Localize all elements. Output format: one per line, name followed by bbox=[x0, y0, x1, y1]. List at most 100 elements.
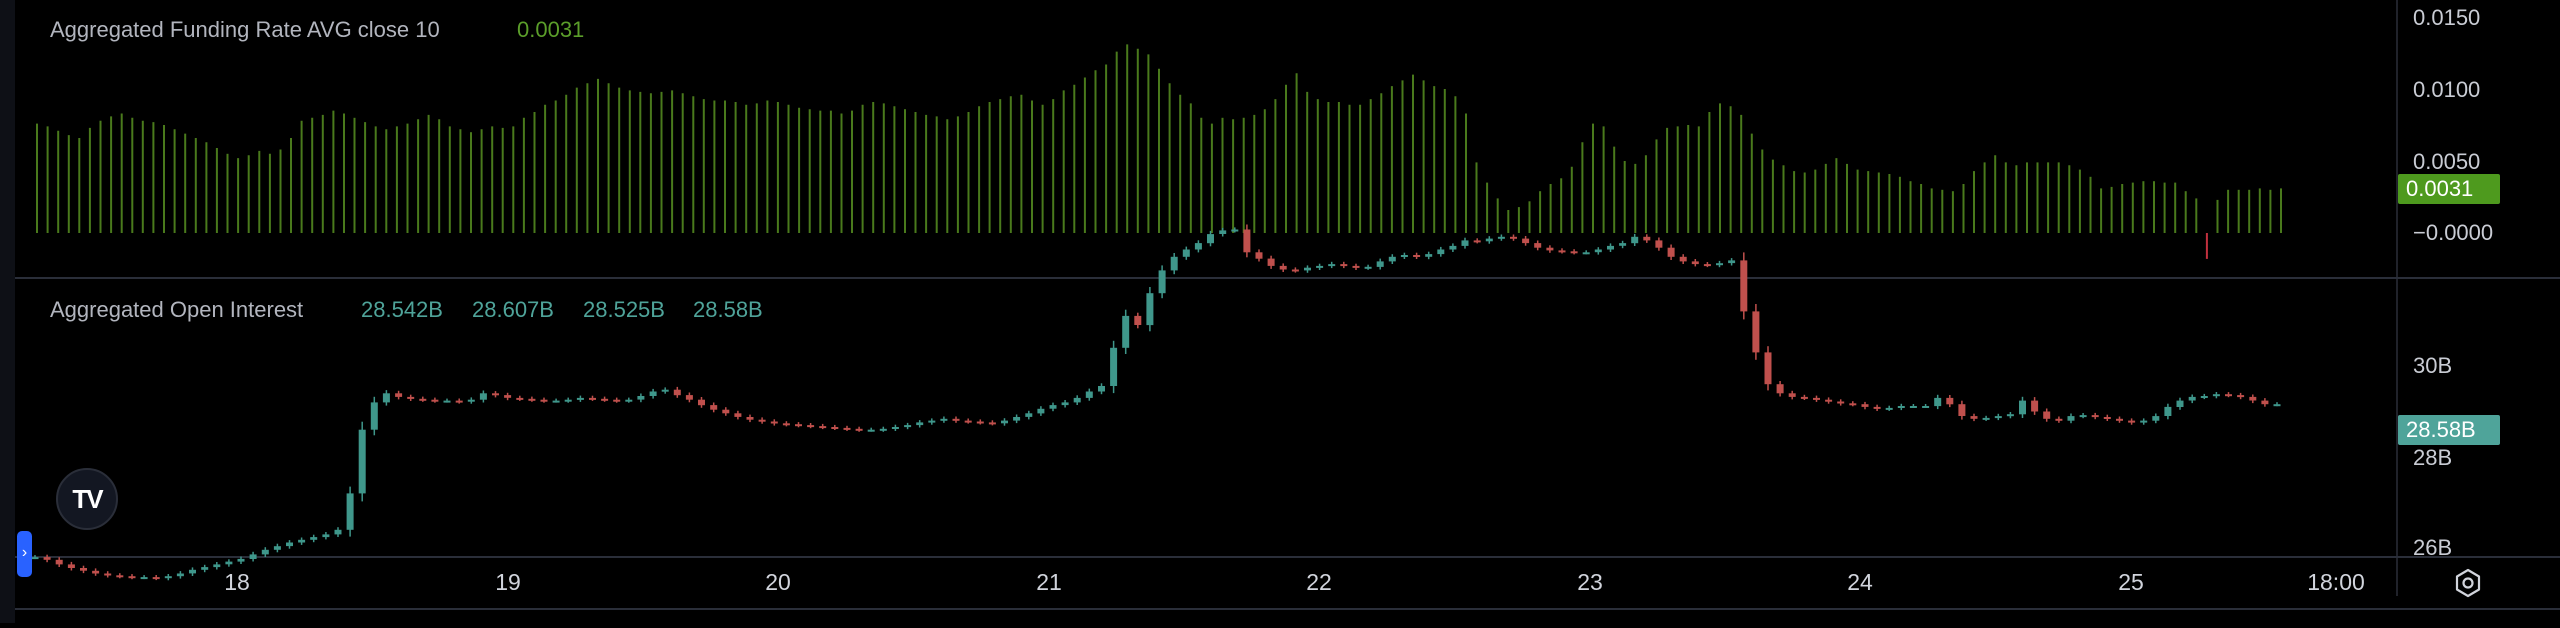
oi-candle bbox=[698, 399, 705, 406]
funding-tick-label: 0.0050 bbox=[2413, 149, 2481, 174]
oi-candle bbox=[1098, 386, 1105, 392]
oi-candle bbox=[637, 396, 645, 400]
oi-candle bbox=[988, 422, 996, 425]
oi-candle bbox=[807, 425, 815, 428]
oi-candle bbox=[1255, 252, 1263, 259]
chevron-right-icon[interactable]: › bbox=[17, 531, 32, 577]
oi-candle bbox=[1037, 408, 1045, 414]
oi-candle bbox=[1073, 397, 1081, 403]
oi-candle bbox=[758, 419, 766, 422]
oi-tick-label: 26B bbox=[2413, 535, 2453, 560]
oi-candle bbox=[1752, 311, 1760, 353]
oi-candle bbox=[116, 575, 124, 578]
oi-candle bbox=[492, 393, 499, 396]
oi-candle bbox=[1449, 245, 1457, 250]
oi-candle bbox=[1061, 402, 1069, 406]
oi-candle bbox=[2031, 400, 2039, 412]
oi-candle bbox=[2212, 394, 2220, 397]
oi-candle bbox=[1425, 254, 1433, 257]
oi-candle bbox=[1485, 238, 1493, 242]
funding-current-value: 0.0031 bbox=[517, 17, 585, 42]
oi-candle bbox=[916, 422, 924, 426]
oi-open-value: 28.542B bbox=[361, 297, 443, 322]
oi-candle bbox=[1122, 315, 1130, 348]
oi-candle bbox=[1849, 403, 1857, 406]
oi-candle bbox=[176, 573, 184, 577]
oi-candle bbox=[1110, 347, 1118, 386]
funding-tick-label: 0.0150 bbox=[2413, 5, 2481, 30]
time-tick-label: 18:00 bbox=[2307, 569, 2365, 595]
oi-candle bbox=[370, 402, 378, 430]
oi-candle bbox=[904, 425, 912, 428]
oi-candle bbox=[1970, 416, 1978, 419]
oi-candle bbox=[1522, 238, 1530, 244]
tradingview-logo-icon[interactable]: TV bbox=[56, 468, 118, 530]
oi-candle bbox=[1546, 247, 1554, 251]
oi-candle bbox=[1982, 417, 1990, 420]
oi-candle bbox=[1994, 416, 2002, 419]
oi-candle bbox=[382, 393, 390, 403]
oi-candle bbox=[1413, 255, 1421, 257]
oi-candle bbox=[1376, 261, 1384, 267]
funding-bars-group bbox=[36, 44, 2282, 259]
oi-candle bbox=[358, 429, 366, 494]
oi-candle bbox=[2103, 417, 2111, 419]
oi-candle bbox=[1909, 406, 1917, 408]
oi-candle bbox=[855, 428, 863, 431]
funding-tick-label: 0.0100 bbox=[2413, 77, 2481, 102]
oi-candle bbox=[673, 389, 681, 396]
oi-candle bbox=[2225, 394, 2232, 397]
oi-candle bbox=[2152, 416, 2160, 421]
oi-candle bbox=[782, 423, 790, 426]
oi-candle bbox=[1231, 229, 1239, 232]
oi-candle bbox=[795, 424, 802, 427]
gear-icon[interactable] bbox=[2452, 567, 2484, 599]
oi-tick-label: 30B bbox=[2413, 353, 2453, 378]
oi-candle bbox=[964, 420, 972, 423]
time-tick-label: 19 bbox=[495, 569, 521, 595]
funding-pane-title: Aggregated Funding Rate AVG close 10 bbox=[50, 17, 440, 42]
oi-candle bbox=[80, 568, 87, 571]
oi-candle bbox=[92, 570, 100, 574]
oi-candle bbox=[1764, 352, 1772, 385]
oi-candle bbox=[286, 542, 293, 547]
oi-candle bbox=[395, 393, 403, 397]
oi-candle bbox=[2200, 396, 2208, 398]
oi-candle bbox=[298, 539, 306, 543]
oi-candle bbox=[419, 398, 427, 401]
oi-candle bbox=[128, 576, 136, 579]
oi-candle bbox=[1558, 250, 1566, 253]
oi-candle bbox=[249, 554, 257, 559]
oi-candle bbox=[1800, 396, 1808, 399]
oi-candle bbox=[2116, 418, 2123, 421]
oi-candle bbox=[928, 420, 936, 423]
oi-candle bbox=[1279, 265, 1287, 270]
oi-candle bbox=[746, 417, 754, 420]
oi-candle bbox=[661, 389, 669, 392]
oi-candle bbox=[1667, 247, 1675, 257]
oi-candle bbox=[67, 564, 75, 568]
funding-tick-label: −0.0000 bbox=[2413, 220, 2494, 245]
oi-candle bbox=[1716, 263, 1723, 266]
oi-candle bbox=[1631, 236, 1639, 244]
oi-last-value-badge: 28.58B bbox=[2398, 415, 2500, 445]
oi-candle bbox=[1837, 401, 1845, 404]
oi-candle bbox=[1594, 249, 1602, 253]
oi-candle bbox=[940, 418, 948, 421]
funding-last-value-badge: 0.0031 bbox=[2398, 174, 2500, 204]
oi-candle bbox=[225, 561, 233, 565]
oi-candle bbox=[1946, 397, 1954, 405]
oi-candle bbox=[576, 397, 584, 400]
oi-candle bbox=[1049, 405, 1057, 409]
oi-candle bbox=[152, 577, 160, 580]
oi-candle bbox=[516, 397, 524, 400]
oi-candle bbox=[1534, 243, 1542, 248]
oi-candle bbox=[1643, 236, 1651, 241]
oi-candle bbox=[1703, 264, 1711, 267]
oi-candle bbox=[2176, 400, 2184, 407]
oi-high-value: 28.607B bbox=[472, 297, 554, 322]
oi-candle bbox=[1158, 270, 1166, 294]
time-tick-label: 24 bbox=[1847, 569, 1873, 595]
oi-candle bbox=[1352, 265, 1360, 268]
